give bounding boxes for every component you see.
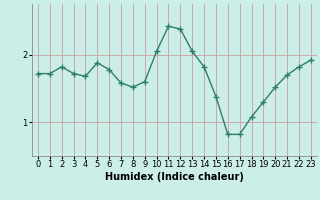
X-axis label: Humidex (Indice chaleur): Humidex (Indice chaleur) bbox=[105, 172, 244, 182]
